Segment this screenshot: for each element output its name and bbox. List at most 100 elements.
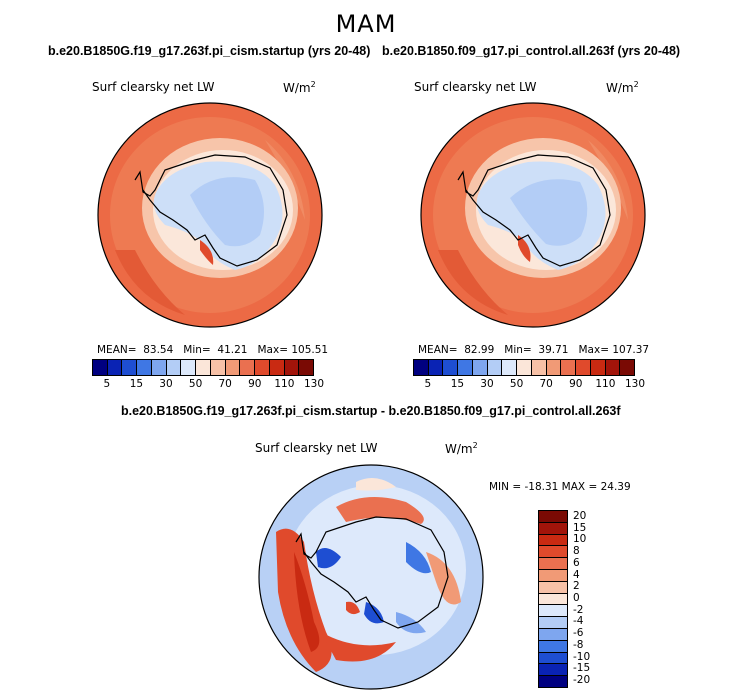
- right-units-label: W/m2: [606, 80, 639, 95]
- left-colorbar-tick-label: 90: [248, 378, 262, 390]
- diff-title: b.e20.B1850G.f19_g17.263f.pi_cism.startu…: [121, 404, 621, 418]
- right-colorbar-tick-label: 130: [624, 378, 646, 390]
- left-colorbar-cell: [225, 360, 241, 375]
- diff-colorbar-cell: [539, 546, 567, 559]
- left-colorbar-cell: [210, 360, 226, 375]
- left-units-label: W/m2: [283, 80, 316, 95]
- right-colorbar-tick-label: 70: [539, 378, 553, 390]
- right-colorbar-cell: [561, 360, 577, 375]
- diff-colorbar-tick-label: 4: [573, 568, 580, 581]
- right-colorbar-cell: [458, 360, 473, 375]
- right-colorbar-cell: [472, 360, 488, 375]
- diff-colorbar-tick-label: -15: [573, 662, 591, 675]
- diff-colorbar-cell: [539, 581, 567, 594]
- left-colorbar-cell: [181, 360, 197, 375]
- left-stats: MEAN= 83.54 Min= 41.21 Max= 105.51: [97, 344, 329, 356]
- diff-colorbar-tick-label: -4: [573, 615, 584, 628]
- left-colorbar-cell: [255, 360, 270, 375]
- right-coastline: [457, 154, 611, 267]
- left-colorbar-tick-label: 70: [218, 378, 232, 390]
- diff-colorbar-tick-label: 6: [573, 556, 580, 569]
- diff-colorbar-cell: [539, 664, 567, 677]
- left-colorbar-cell: [151, 360, 167, 375]
- diff-colorbar-cell: [539, 652, 567, 665]
- diff-colorbar-cell: [539, 558, 567, 570]
- left-colorbar-cells: [92, 359, 314, 376]
- left-colorbar-cell: [93, 360, 108, 375]
- diff-polar-map: [258, 464, 484, 690]
- diff-colorbar-cell: [539, 522, 567, 535]
- right-colorbar-tick-label: 110: [595, 378, 616, 390]
- diff-colorbar-tick-label: -6: [573, 627, 584, 640]
- diff-colorbar-tick-label: -20: [573, 674, 591, 687]
- diff-colorbar-labels: 20 15 10 8 6 4 2 0 -2 -4 -6 -8 -10 -15 -20: [573, 510, 613, 686]
- diff-colorbar-cell: [539, 617, 567, 629]
- left-colorbar-tick-label: 15: [129, 378, 144, 390]
- left-colorbar-tick-label: 110: [274, 378, 295, 390]
- diff-colorbar-tick-label: 20: [573, 509, 587, 522]
- right-map-border: [420, 102, 646, 328]
- right-colorbar-cell: [576, 360, 591, 375]
- left-map-field: [98, 103, 322, 327]
- right-colorbar-cell: [517, 360, 532, 375]
- right-colorbar-cell: [590, 360, 606, 375]
- right-colorbar-labels: 5 15 30 50 70 90 110 130: [413, 376, 645, 390]
- left-colorbar-cell: [122, 360, 138, 375]
- right-colorbar: 5 15 30 50 70 90 110 130: [413, 359, 645, 390]
- diff-colorbar-tick-label: -2: [573, 603, 584, 616]
- diff-map-border: [258, 464, 484, 690]
- diff-colorbar-cells: [538, 510, 568, 688]
- diff-map-field: [259, 465, 483, 689]
- diff-colorbar-cell: [539, 605, 567, 618]
- right-colorbar-cells: [413, 359, 635, 376]
- left-colorbar-labels: 5 15 30 50 70 90 110 130: [92, 376, 324, 390]
- diff-colorbar-tick-label: -10: [573, 650, 591, 663]
- diff-colorbar-cell: [539, 593, 567, 606]
- left-colorbar-cell: [284, 360, 300, 375]
- diff-colorbar-tick-label: -8: [573, 638, 584, 651]
- right-colorbar-cell: [605, 360, 621, 375]
- left-case-title: b.e20.B1850G.f19_g17.263f.pi_cism.startu…: [48, 44, 371, 58]
- right-colorbar-tick-label: 50: [509, 378, 524, 390]
- left-variable-label: Surf clearsky net LW: [92, 80, 215, 94]
- diff-colorbar-tick-label: 2: [573, 580, 580, 593]
- diff-minmax: MIN = -18.31 MAX = 24.39: [489, 481, 631, 493]
- right-colorbar-cell: [620, 360, 635, 375]
- right-map-field: [421, 103, 645, 327]
- diff-colorbar-cell: [539, 640, 567, 653]
- left-colorbar: 5 15 30 50 70 90 110 130: [92, 359, 324, 390]
- left-colorbar-cell: [269, 360, 285, 375]
- left-colorbar-cell: [196, 360, 211, 375]
- right-colorbar-tick-label: 15: [450, 378, 465, 390]
- right-colorbar-cell: [502, 360, 518, 375]
- diff-colorbar-tick-label: 15: [573, 521, 587, 534]
- right-colorbar-cell: [428, 360, 444, 375]
- right-colorbar-cell: [546, 360, 562, 375]
- diff-colorbar-cell: [539, 511, 567, 523]
- left-map-border: [97, 102, 323, 328]
- left-colorbar-tick-label: 30: [159, 378, 173, 390]
- diff-colorbar-cell: [539, 676, 567, 687]
- diff-coastline: [295, 516, 449, 629]
- left-colorbar-cell: [240, 360, 256, 375]
- right-stats: MEAN= 82.99 Min= 39.71 Max= 107.37: [418, 344, 650, 356]
- diff-variable-label: Surf clearsky net LW: [255, 441, 378, 455]
- right-colorbar-cell: [487, 360, 503, 375]
- left-colorbar-tick-label: 5: [103, 378, 111, 390]
- diff-units-label: W/m2: [445, 441, 478, 456]
- right-colorbar-cell: [414, 360, 429, 375]
- season-title: MAM: [335, 10, 397, 38]
- right-polar-map: [420, 102, 646, 328]
- right-colorbar-tick-label: 30: [480, 378, 494, 390]
- diff-colorbar-tick-label: 10: [573, 533, 587, 546]
- left-coastline: [134, 154, 288, 267]
- left-colorbar-tick-label: 50: [188, 378, 203, 390]
- right-colorbar-tick-label: 5: [424, 378, 432, 390]
- diff-colorbar-tick-label: 8: [573, 545, 580, 558]
- diff-colorbar: [538, 510, 568, 688]
- diff-colorbar-cell: [539, 534, 567, 547]
- diff-colorbar-tick-label: 0: [573, 592, 580, 604]
- left-colorbar-cell: [137, 360, 152, 375]
- left-colorbar-cell: [107, 360, 123, 375]
- right-colorbar-cell: [531, 360, 547, 375]
